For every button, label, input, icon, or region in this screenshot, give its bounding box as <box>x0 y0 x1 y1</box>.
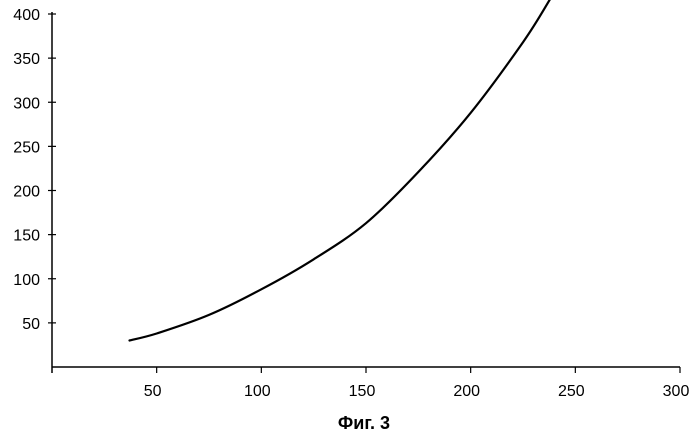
y-tick-label: 350 <box>13 51 40 68</box>
series-line <box>130 0 551 341</box>
y-tick-label: 200 <box>13 184 40 201</box>
y-tick-label: 400 <box>13 7 40 24</box>
x-tick-label: 200 <box>453 383 480 400</box>
y-tick-label: 250 <box>13 139 40 156</box>
x-tick-label: 50 <box>144 383 162 400</box>
x-tick-label: 300 <box>663 383 690 400</box>
y-tick-label: 50 <box>22 316 40 333</box>
y-tick-label: 100 <box>13 272 40 289</box>
x-tick-label: 150 <box>349 383 376 400</box>
x-tick-label: 250 <box>558 383 585 400</box>
axes: 50 100 150 200 250 300 350 400 50 100 150 200 250 300 <box>13 7 689 400</box>
figure-caption: Фиг. 3 <box>338 413 390 433</box>
y-tick-label: 150 <box>13 228 40 245</box>
x-tick-label: 100 <box>244 383 271 400</box>
y-tick-label: 300 <box>13 95 40 112</box>
series-group <box>130 0 551 341</box>
